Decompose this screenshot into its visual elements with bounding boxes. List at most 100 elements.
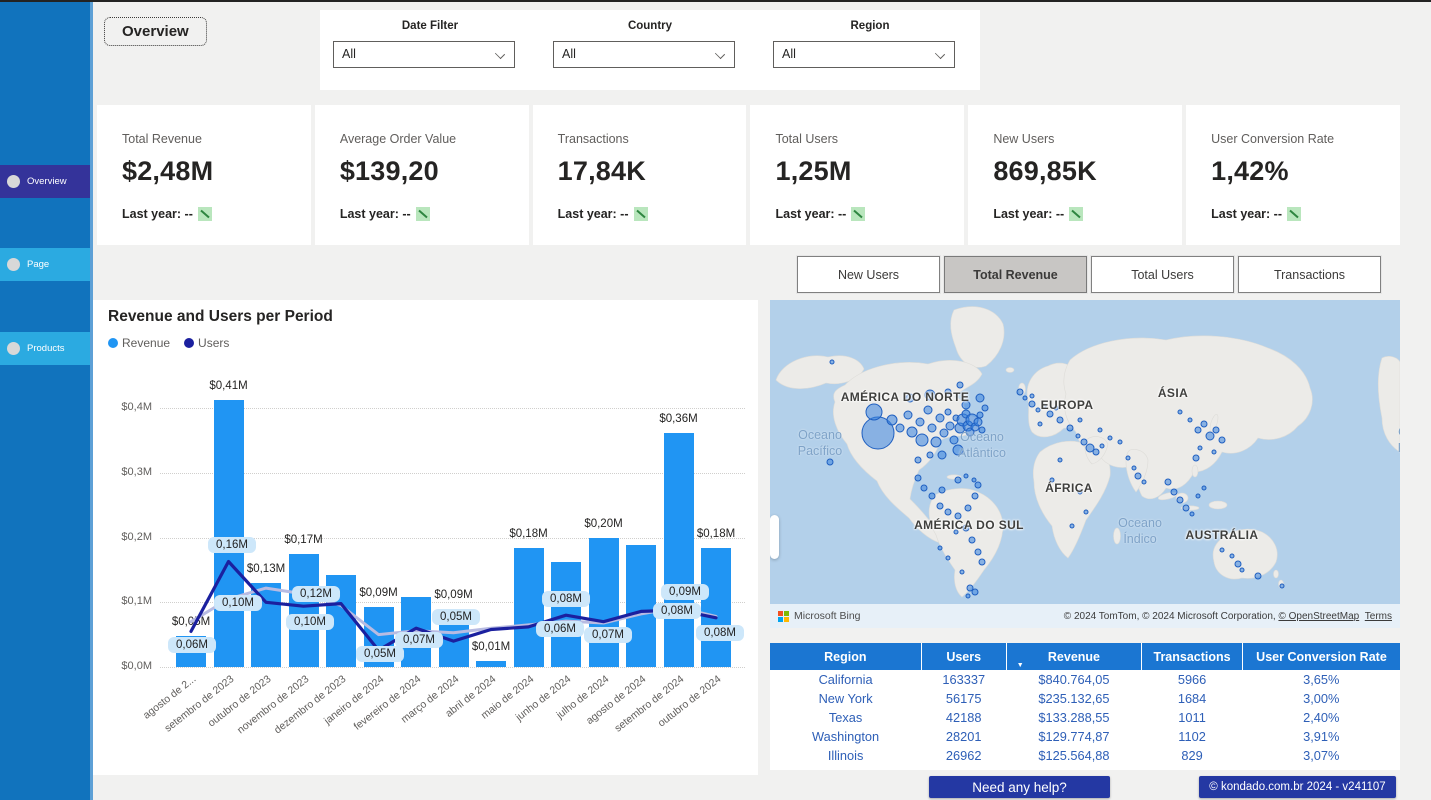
- map-bubble[interactable]: [1171, 489, 1177, 495]
- map-bubble[interactable]: [1054, 406, 1058, 410]
- map-bubble[interactable]: [960, 570, 964, 574]
- column-header-region[interactable]: Region: [770, 643, 921, 670]
- column-header-users[interactable]: Users: [921, 643, 1006, 670]
- map-bubble[interactable]: [975, 549, 981, 555]
- map-bubble[interactable]: [887, 415, 897, 425]
- map-bubble[interactable]: [896, 424, 904, 432]
- map-bubble[interactable]: [1057, 417, 1063, 423]
- map-bubble[interactable]: [1240, 568, 1244, 572]
- map-bubble[interactable]: [1023, 396, 1027, 400]
- map-bubble[interactable]: [928, 424, 936, 432]
- map-bubble[interactable]: [966, 594, 970, 598]
- date-filter-dropdown[interactable]: All: [333, 41, 515, 68]
- map-bubble[interactable]: [866, 404, 882, 420]
- column-header-transactions[interactable]: Transactions: [1142, 643, 1243, 670]
- map-bubble[interactable]: [969, 537, 975, 543]
- map-bubble[interactable]: [1058, 458, 1062, 462]
- map-bubble[interactable]: [950, 436, 958, 444]
- terms-link[interactable]: Terms: [1365, 611, 1392, 622]
- map-bubble[interactable]: [945, 509, 951, 515]
- map-bubble[interactable]: [975, 482, 981, 488]
- map-bubble[interactable]: [979, 559, 985, 565]
- map-bubble[interactable]: [1093, 449, 1099, 455]
- map-bubble[interactable]: [1050, 478, 1054, 482]
- map-bubble[interactable]: [953, 445, 963, 455]
- map-bubble[interactable]: [1219, 437, 1225, 443]
- map-bubble[interactable]: [1036, 408, 1040, 412]
- map-bubble[interactable]: [936, 414, 944, 422]
- page-title[interactable]: Overview: [104, 17, 207, 46]
- map-bubble[interactable]: [1193, 455, 1199, 461]
- map-bubble[interactable]: [1078, 418, 1082, 422]
- map-bubble[interactable]: [1029, 401, 1035, 407]
- toggle-total-users[interactable]: Total Users: [1091, 256, 1234, 293]
- map-bubble[interactable]: [1206, 432, 1214, 440]
- map-bubble[interactable]: [1213, 427, 1219, 433]
- toggle-total-revenue[interactable]: Total Revenue: [944, 256, 1087, 293]
- map-bubble[interactable]: [977, 412, 983, 418]
- map-bubble[interactable]: [954, 530, 958, 534]
- map-bubble[interactable]: [955, 477, 961, 483]
- map-bubble[interactable]: [976, 394, 984, 402]
- map-bubble[interactable]: [916, 434, 928, 446]
- map-bubble[interactable]: [1081, 439, 1087, 445]
- map-visual[interactable]: AMÉRICA DO NORTEEUROPAÁSIAÁFRICAAMÉRICA …: [770, 300, 1400, 628]
- sidebar-item-page[interactable]: Page: [0, 248, 90, 281]
- map-bubble[interactable]: [1108, 436, 1112, 440]
- column-header-user-conversion-rate[interactable]: User Conversion Rate: [1242, 643, 1400, 670]
- toggle-transactions[interactable]: Transactions: [1238, 256, 1381, 293]
- map-bubble[interactable]: [1190, 512, 1194, 516]
- map-bubble[interactable]: [827, 459, 833, 465]
- map-bubble[interactable]: [982, 405, 988, 411]
- map-bubble[interactable]: [1076, 434, 1080, 438]
- map-bubble[interactable]: [1038, 422, 1042, 426]
- map-bubble[interactable]: [1078, 490, 1082, 494]
- map-bubble[interactable]: [1017, 389, 1023, 395]
- map-bubble[interactable]: [916, 418, 924, 426]
- map-bubble[interactable]: [1183, 505, 1189, 511]
- map-bubble[interactable]: [1255, 573, 1261, 579]
- map-bubble[interactable]: [979, 427, 985, 433]
- map-bubble[interactable]: [1198, 446, 1202, 450]
- map-bubble[interactable]: [946, 422, 954, 430]
- map-bubble[interactable]: [940, 429, 948, 437]
- map-bubble[interactable]: [1070, 524, 1074, 528]
- map-bubble[interactable]: [1135, 473, 1141, 479]
- map-bubble[interactable]: [964, 474, 968, 478]
- map-bubble[interactable]: [925, 390, 935, 400]
- map-bubble[interactable]: [1188, 418, 1192, 422]
- map-bubble[interactable]: [921, 485, 927, 491]
- map-bubble[interactable]: [974, 418, 982, 426]
- map-bubble[interactable]: [946, 556, 950, 560]
- map-bubble[interactable]: [938, 546, 942, 550]
- map-bubble[interactable]: [972, 478, 976, 482]
- help-button[interactable]: Need any help?: [929, 776, 1110, 798]
- map-bubble[interactable]: [1098, 428, 1102, 432]
- openstreetmap-link[interactable]: © OpenStreetMap: [1278, 611, 1359, 622]
- map-bubble[interactable]: [1047, 411, 1053, 417]
- sidebar-item-products[interactable]: Products: [0, 332, 90, 365]
- map-bubble[interactable]: [1196, 494, 1200, 498]
- map-bubble[interactable]: [963, 525, 969, 531]
- map-bubble[interactable]: [927, 452, 933, 458]
- map-bubble[interactable]: [1195, 427, 1201, 433]
- map-bubble[interactable]: [915, 475, 921, 481]
- map-bubble[interactable]: [1142, 480, 1146, 484]
- map-bubble[interactable]: [945, 409, 951, 415]
- map-bubble[interactable]: [1118, 440, 1122, 444]
- map-bubble[interactable]: [915, 457, 921, 463]
- map-bubble[interactable]: [955, 513, 961, 519]
- map-bubble[interactable]: [929, 493, 935, 499]
- map-bubble[interactable]: [1201, 421, 1207, 427]
- map-bubble[interactable]: [1235, 561, 1241, 567]
- column-header-revenue[interactable]: Revenue▼: [1006, 643, 1141, 670]
- map-slider-handle[interactable]: [770, 515, 779, 559]
- map-bubble[interactable]: [972, 589, 978, 595]
- map-bubble[interactable]: [939, 487, 945, 493]
- map-bubble[interactable]: [1165, 479, 1171, 485]
- map-bubble[interactable]: [906, 394, 914, 402]
- map-bubble[interactable]: [924, 406, 932, 414]
- sidebar-item-overview[interactable]: Overview: [0, 165, 90, 198]
- map-bubble[interactable]: [1220, 548, 1224, 552]
- map-bubble[interactable]: [1212, 450, 1216, 454]
